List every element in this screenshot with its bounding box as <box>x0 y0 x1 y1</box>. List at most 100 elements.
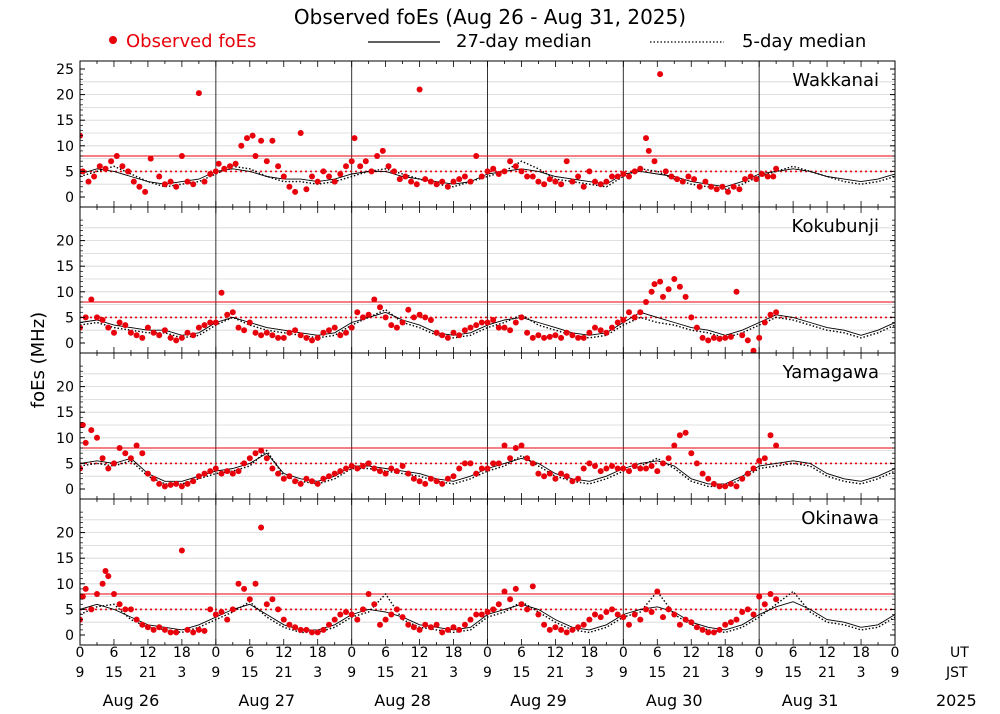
y-tick-label: 0 <box>65 628 74 644</box>
observed-point <box>82 314 89 321</box>
observed-point <box>303 186 310 193</box>
observed-point <box>739 475 746 482</box>
observed-point <box>195 473 202 480</box>
jst-tick-label: 21 <box>682 665 700 681</box>
observed-point <box>391 168 398 175</box>
observed-point <box>99 317 106 323</box>
observed-point <box>592 463 598 469</box>
observed-point <box>490 165 497 172</box>
observed-point <box>280 475 287 482</box>
ut-tick-label: 6 <box>789 645 798 661</box>
observed-point <box>761 319 768 326</box>
observed-point <box>722 621 729 628</box>
observed-point <box>127 455 134 462</box>
observed-point <box>725 188 731 195</box>
observed-point <box>207 171 214 177</box>
observed-point <box>710 334 717 341</box>
observed-point <box>643 135 649 142</box>
y-tick-label: 15 <box>56 113 74 129</box>
observed-point <box>80 593 86 600</box>
ut-tick-label: 6 <box>517 645 526 661</box>
observed-point <box>190 478 197 485</box>
observed-point <box>360 314 366 321</box>
panel-data <box>80 524 895 636</box>
observed-point <box>116 319 123 326</box>
observed-point <box>609 463 615 469</box>
observed-point <box>733 288 740 295</box>
observed-point <box>258 447 265 454</box>
observed-point <box>563 329 570 336</box>
jst-tick-label: 15 <box>241 665 259 681</box>
observed-point <box>637 465 644 472</box>
observed-point <box>518 314 525 321</box>
observed-point <box>770 173 777 180</box>
observed-point <box>767 311 774 318</box>
y-tick-label: 15 <box>56 259 74 275</box>
observed-point <box>512 585 519 592</box>
observed-point <box>631 168 638 175</box>
observed-point <box>524 173 531 180</box>
observed-point <box>238 142 245 149</box>
observed-point <box>699 334 706 341</box>
observed-point <box>626 468 632 475</box>
observed-point <box>422 621 429 628</box>
observed-point <box>722 483 729 490</box>
observed-point <box>444 334 451 341</box>
observed-point <box>309 478 315 485</box>
observed-point <box>326 327 332 334</box>
ut-tick-label: 18 <box>580 645 598 661</box>
observed-point <box>286 329 293 336</box>
observed-point <box>597 614 604 621</box>
ut-tick-label: 12 <box>411 645 429 661</box>
observed-point <box>461 173 468 180</box>
observed-point <box>676 621 683 628</box>
observed-point <box>679 178 686 185</box>
observed-point <box>218 470 225 477</box>
observed-point <box>682 616 689 623</box>
observed-point <box>269 332 276 339</box>
observed-point <box>235 580 242 587</box>
observed-point <box>399 614 406 621</box>
observed-point <box>478 465 485 472</box>
observed-point <box>178 483 185 490</box>
jst-tick-label: 9 <box>619 665 628 681</box>
observed-point <box>651 281 658 288</box>
observed-point <box>258 524 265 531</box>
observed-point <box>224 616 231 623</box>
observed-point <box>269 596 276 603</box>
y-tick-label: 5 <box>65 456 74 472</box>
station-label: Wakkanai <box>792 70 879 91</box>
observed-point <box>710 629 717 636</box>
observed-point <box>705 337 712 344</box>
observed-point <box>524 606 531 613</box>
observed-point <box>201 322 208 329</box>
observed-point <box>122 450 129 457</box>
day-label: Aug 31 <box>782 691 839 710</box>
observed-point <box>674 176 681 183</box>
observed-point <box>637 165 644 172</box>
observed-point <box>269 465 276 472</box>
observed-point <box>767 432 774 439</box>
observed-point <box>693 324 700 331</box>
observed-point <box>116 445 123 451</box>
observed-point <box>105 465 112 472</box>
jst-tick-label: 3 <box>585 665 594 681</box>
observed-point <box>597 468 604 475</box>
panel-data <box>80 71 895 195</box>
observed-point <box>648 288 655 295</box>
observed-point <box>456 626 463 633</box>
observed-point <box>473 611 480 618</box>
observed-point <box>657 278 664 285</box>
observed-point <box>156 173 163 180</box>
jst-tick-label: 15 <box>513 665 531 681</box>
observed-point <box>82 585 89 592</box>
observed-point <box>297 626 304 633</box>
observed-point <box>215 160 222 167</box>
observed-point <box>108 158 115 165</box>
jst-tick-label: 15 <box>105 665 123 681</box>
observed-point <box>456 465 463 472</box>
observed-point <box>331 324 338 331</box>
observed-point <box>563 629 570 636</box>
observed-point <box>139 450 146 457</box>
observed-point <box>657 71 664 78</box>
